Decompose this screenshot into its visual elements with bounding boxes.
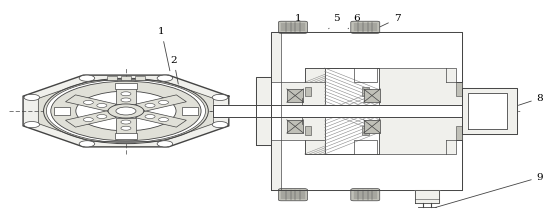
Circle shape bbox=[46, 79, 205, 143]
Circle shape bbox=[116, 107, 136, 115]
Polygon shape bbox=[116, 118, 136, 136]
Circle shape bbox=[83, 118, 93, 122]
Circle shape bbox=[145, 103, 155, 107]
Bar bbox=[325, 68, 379, 111]
Circle shape bbox=[44, 78, 208, 144]
Bar bbox=[362, 87, 369, 96]
Polygon shape bbox=[281, 32, 461, 82]
Circle shape bbox=[24, 94, 40, 101]
Polygon shape bbox=[136, 95, 186, 111]
Bar bbox=[305, 87, 311, 96]
Polygon shape bbox=[271, 32, 461, 190]
Polygon shape bbox=[65, 95, 117, 111]
Polygon shape bbox=[65, 111, 117, 127]
Text: 6: 6 bbox=[348, 14, 360, 29]
Bar bbox=[115, 83, 137, 89]
FancyBboxPatch shape bbox=[278, 189, 307, 201]
Polygon shape bbox=[468, 93, 507, 129]
Circle shape bbox=[212, 94, 228, 101]
Circle shape bbox=[24, 121, 40, 128]
Bar bbox=[135, 76, 145, 80]
Polygon shape bbox=[136, 111, 186, 127]
Circle shape bbox=[145, 115, 155, 119]
Text: 9: 9 bbox=[435, 173, 543, 208]
Text: 1: 1 bbox=[287, 14, 301, 29]
Polygon shape bbox=[461, 88, 517, 134]
Circle shape bbox=[97, 103, 107, 107]
Circle shape bbox=[121, 126, 131, 130]
Circle shape bbox=[76, 91, 176, 131]
Circle shape bbox=[121, 98, 131, 102]
Polygon shape bbox=[415, 190, 439, 203]
Text: 7: 7 bbox=[374, 14, 400, 30]
Bar bbox=[182, 107, 198, 115]
Polygon shape bbox=[39, 81, 213, 141]
Text: 3: 3 bbox=[173, 93, 204, 106]
FancyBboxPatch shape bbox=[351, 21, 380, 33]
Polygon shape bbox=[456, 82, 461, 96]
Bar bbox=[362, 126, 369, 135]
Polygon shape bbox=[116, 86, 136, 104]
Circle shape bbox=[83, 100, 93, 104]
Text: 8: 8 bbox=[517, 94, 543, 106]
Bar bbox=[115, 133, 137, 139]
Circle shape bbox=[157, 75, 173, 81]
Circle shape bbox=[79, 141, 95, 147]
Bar bbox=[287, 89, 304, 102]
Polygon shape bbox=[456, 126, 461, 140]
Bar bbox=[354, 68, 377, 82]
Circle shape bbox=[212, 121, 228, 128]
Bar bbox=[287, 120, 304, 133]
Bar bbox=[325, 111, 379, 154]
Bar bbox=[121, 76, 131, 80]
Circle shape bbox=[79, 75, 95, 81]
Bar bbox=[107, 76, 117, 80]
Polygon shape bbox=[23, 75, 229, 147]
FancyBboxPatch shape bbox=[278, 21, 307, 33]
Circle shape bbox=[157, 141, 173, 147]
Circle shape bbox=[158, 100, 169, 104]
Bar bbox=[54, 107, 70, 115]
Bar bbox=[305, 140, 338, 154]
Text: 4: 4 bbox=[140, 112, 180, 128]
Polygon shape bbox=[271, 82, 281, 140]
Circle shape bbox=[121, 120, 131, 124]
Bar bbox=[354, 140, 377, 154]
Text: 1: 1 bbox=[158, 27, 170, 71]
Polygon shape bbox=[213, 105, 461, 117]
Circle shape bbox=[51, 81, 201, 141]
Polygon shape bbox=[281, 32, 298, 82]
Bar bbox=[305, 68, 338, 82]
Circle shape bbox=[121, 92, 131, 96]
Polygon shape bbox=[281, 140, 461, 190]
Circle shape bbox=[158, 118, 169, 122]
FancyBboxPatch shape bbox=[351, 189, 380, 201]
Polygon shape bbox=[256, 77, 271, 145]
Circle shape bbox=[97, 115, 107, 119]
Circle shape bbox=[108, 104, 144, 118]
Bar bbox=[305, 126, 311, 135]
Text: 2: 2 bbox=[170, 56, 179, 84]
Bar bbox=[364, 89, 381, 102]
Text: 5: 5 bbox=[329, 14, 340, 29]
Bar bbox=[364, 120, 381, 133]
